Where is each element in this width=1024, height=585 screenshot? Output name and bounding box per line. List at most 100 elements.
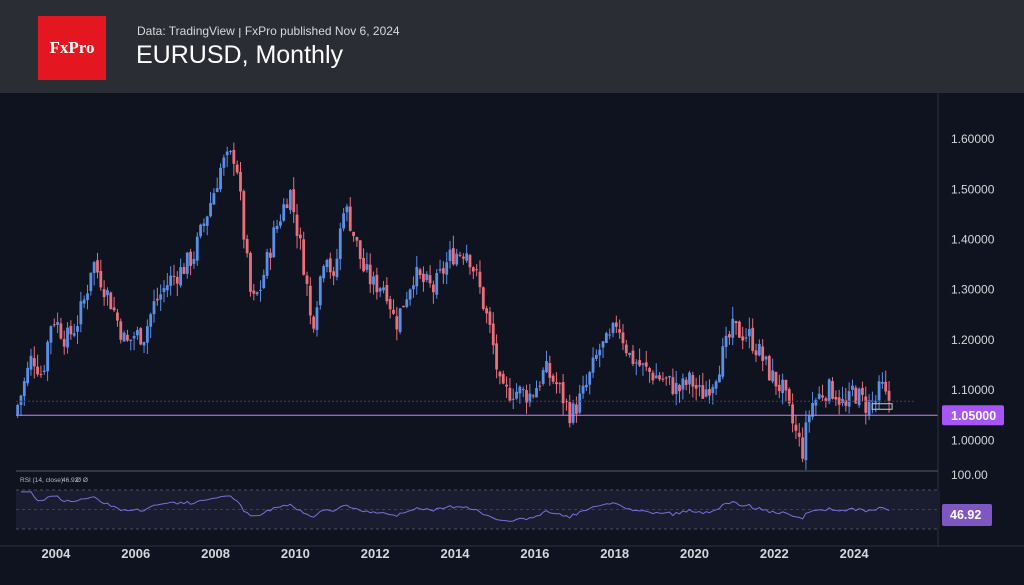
candle-body — [189, 251, 193, 266]
year-tick-label: 2016 — [520, 546, 549, 561]
candle-body — [252, 290, 256, 294]
year-tick-label: 2020 — [680, 546, 709, 561]
candle-body — [358, 240, 362, 259]
candle-body — [116, 312, 119, 321]
candle-body — [145, 326, 149, 343]
candle-body — [302, 239, 306, 275]
candle-body — [874, 400, 878, 403]
candle-body — [49, 326, 53, 343]
candle-body — [245, 238, 249, 254]
candle-body — [185, 252, 189, 274]
candle-body — [751, 327, 755, 351]
candle-body — [438, 269, 442, 271]
candle-body — [392, 309, 395, 314]
candle-body — [654, 375, 658, 379]
candle-body — [455, 253, 459, 265]
candle-body — [747, 329, 751, 337]
price-tick-label: 1.40000 — [951, 232, 995, 246]
year-tick-label: 2010 — [281, 546, 310, 561]
candle-body — [877, 381, 881, 401]
candle-body — [318, 276, 322, 306]
candle-body — [887, 390, 891, 402]
rsi-label-value: 46.92 — [62, 477, 79, 484]
candle-body — [861, 387, 864, 395]
candle-body — [478, 271, 482, 288]
candle-body — [854, 387, 858, 404]
candle-body — [644, 362, 648, 367]
candle-body — [661, 378, 665, 380]
rsi-tick-label: 100.00 — [951, 468, 988, 482]
candle-body — [811, 403, 814, 417]
candle-body — [621, 332, 625, 344]
candle-body — [272, 227, 276, 258]
candle-body — [372, 276, 375, 285]
candle-body — [591, 357, 595, 373]
candle-body — [415, 267, 419, 287]
candle-body — [598, 349, 602, 356]
candle-body — [119, 321, 123, 340]
candle-body — [435, 273, 439, 295]
candle-body — [428, 275, 432, 284]
candle-body — [688, 372, 691, 385]
candle-body — [631, 350, 635, 364]
candle-body — [618, 329, 622, 333]
candle-body — [16, 405, 20, 415]
candle-body — [558, 383, 562, 385]
candle-body — [205, 216, 209, 226]
candle-body — [295, 214, 299, 236]
candle-body — [132, 336, 136, 339]
candle-body — [279, 221, 282, 226]
candle-body — [385, 285, 389, 302]
candle-body — [56, 322, 59, 325]
year-tick-label: 2018 — [600, 546, 629, 561]
candle-body — [698, 385, 701, 387]
candle-body — [69, 325, 73, 335]
candle-body — [458, 254, 462, 256]
candle-body — [22, 381, 26, 397]
price-tick-label: 1.30000 — [951, 283, 995, 297]
candle-body — [139, 328, 143, 345]
candle-body — [711, 387, 715, 394]
candle-body — [651, 372, 655, 381]
candle-body — [881, 382, 884, 384]
candle-body — [402, 305, 405, 308]
candle-body — [668, 375, 671, 378]
candle-body — [425, 274, 429, 281]
candle-body — [844, 400, 848, 406]
candle-body — [581, 385, 585, 394]
candle-body — [275, 225, 279, 230]
candle-body — [714, 381, 718, 389]
candle-body — [584, 384, 588, 388]
candle-body — [362, 257, 365, 272]
candle-body — [282, 204, 286, 221]
candle-body — [265, 252, 269, 276]
candle-body — [658, 375, 661, 380]
candle-body — [824, 398, 828, 402]
annotation-box — [871, 403, 893, 410]
candle-body — [332, 271, 336, 276]
candle-body — [36, 366, 40, 375]
candle-body — [182, 267, 186, 274]
candle-body — [468, 255, 472, 268]
candle-body — [624, 344, 628, 354]
candle-body — [491, 323, 495, 346]
candle-body — [26, 367, 30, 384]
candle-body — [608, 334, 612, 336]
candle-body — [601, 341, 605, 348]
candle-body — [791, 404, 795, 424]
candle-body — [724, 335, 728, 347]
candle-body — [52, 324, 56, 326]
candle-body — [408, 289, 412, 300]
candle-body — [328, 258, 332, 273]
candle-body — [39, 374, 43, 376]
candle-body — [335, 258, 339, 278]
candle-body — [42, 370, 46, 372]
candle-body — [432, 284, 435, 293]
eurusd-chart[interactable]: 1.60000 1.50000 1.40000 1.30000 1.20000 1.100… — [0, 93, 1024, 585]
candle-body — [471, 267, 475, 272]
candle-body — [345, 206, 349, 213]
rsi-line — [21, 491, 890, 522]
candle-body — [804, 422, 808, 461]
candle-body — [159, 294, 163, 300]
candle-body — [155, 298, 159, 301]
